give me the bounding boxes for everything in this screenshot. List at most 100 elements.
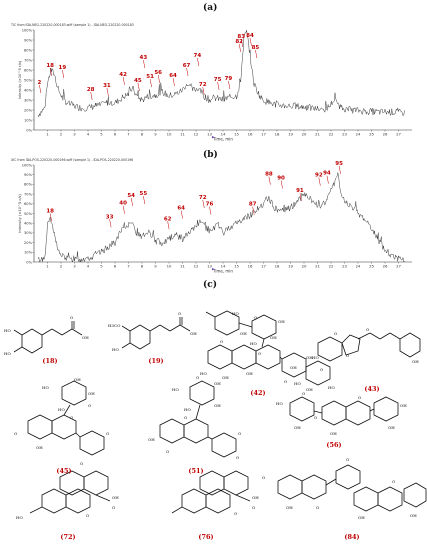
chart-a-peak-label: 72 (199, 82, 207, 88)
chart-a-x-tick-label: 19 (288, 132, 293, 137)
chart-b-peak-arrow (143, 195, 146, 205)
compound-19-structure (121, 317, 191, 350)
compound-label-45: (45) (56, 467, 71, 475)
chart-a-x-tick-label: 14 (221, 132, 226, 137)
chart-b-peak-label: 91 (296, 188, 304, 194)
atom-18-3: OH (82, 335, 89, 340)
chart-a-peak-arrow (217, 81, 220, 91)
chart-b-x-tick-label: 14 (221, 264, 226, 269)
atom-56-5: O (358, 395, 362, 400)
chart-b-x-tick-label: 27 (396, 264, 401, 269)
chart-a-peak-arrow (240, 38, 243, 48)
atom-42-10: HO (200, 371, 207, 376)
atom-42-1: OH (240, 331, 247, 336)
chart-a-x-tick-label: 6 (114, 132, 117, 137)
atom-51-0: HO (172, 387, 179, 392)
chart-a-time-marker (212, 136, 215, 139)
compound-72-structure (29, 470, 111, 514)
atom-84-0: O (262, 475, 266, 480)
compound-label-18: (18) (42, 357, 57, 365)
chart-a-peak-arrow (39, 84, 42, 94)
chart-a-x-tick-label: 7 (127, 132, 130, 137)
chart-a-x-tick-label: 12 (194, 132, 199, 137)
chart-a-x-tick-label: 17 (261, 132, 266, 137)
chart-b-y-tick-label: 50% (24, 212, 33, 216)
chart-b-peak-arrow (109, 219, 112, 228)
chart-a-x-tick-label: 9 (154, 132, 157, 137)
atom-42-4: HO (250, 341, 257, 346)
chart-b-peak-label: 88 (265, 172, 273, 178)
chart-a-peak-arrow (197, 57, 200, 67)
chart-a-peak-label: 45 (134, 78, 142, 84)
chart-b-y-tick-label: 60% (24, 202, 33, 206)
chart-b-peak-arrow (299, 193, 302, 202)
chart-b-x-tick-label: 8 (141, 264, 144, 269)
atom-45-0: HO (42, 385, 49, 390)
panel-letter-a: (a) (203, 3, 218, 13)
chart-a-peak-arrow (255, 49, 258, 59)
chart-a-x-tick-label: 13 (207, 132, 212, 137)
chart-a-peak-label: 84 (246, 33, 254, 39)
chart-a-peak-arrow (172, 77, 175, 87)
atom-72-1: O (86, 513, 90, 518)
chart-a-y-tick-label: 100% (22, 28, 33, 32)
atom-42-12: O (284, 379, 288, 384)
chart-a-peak-arrow (228, 80, 231, 90)
chart-b-peak-arrow (318, 177, 321, 186)
atom-51-4: O (196, 375, 200, 380)
chart-a-peak-arrow (249, 37, 252, 47)
compound-label-56: (56) (326, 441, 341, 449)
chart-a-peak-arrow (157, 74, 160, 84)
chart-a-y-axis-label: Intensity (×10^5 c/s) (18, 60, 22, 99)
atom-43-3: O (320, 367, 324, 372)
chart-a-peak-label: 18 (46, 63, 54, 69)
chart-a-y-tick-label: 50% (24, 78, 33, 82)
chart-a-x-tick-label: 26 (383, 132, 388, 137)
atom-43-4: O (346, 353, 350, 358)
chart-a-peak-label: 82 (235, 39, 243, 45)
atom-51-6: OH (148, 437, 155, 442)
atom-76-1: OH (252, 495, 259, 500)
chart-a-peak-label: 67 (183, 63, 191, 69)
chart-b: 0%10%20%30%40%50%60%70%80%90%100%1 2 3 4 5 6 7… (18, 161, 412, 274)
chart-b-peak-arrow (49, 213, 52, 222)
chart-a-x-tick-label: 11 (180, 132, 185, 137)
atom-43-7: OH (306, 387, 313, 392)
chart-a-x-tick-label: 1 (46, 132, 49, 137)
chart-a-y-tick-label: 10% (24, 118, 33, 122)
atom-18-1: HO (4, 328, 11, 333)
atom-43-5: OH (290, 365, 297, 370)
chart-a-y-tick-label: 90% (24, 38, 33, 42)
compound-label-42: (42) (250, 389, 265, 397)
compound-label-72: (72) (60, 533, 75, 541)
chart-a-peak-label: 79 (225, 76, 233, 82)
chart-a-x-tick-label: 20 (302, 132, 307, 137)
chart-a-peak-arrow (202, 86, 205, 96)
chart-a-y-tick-label: 30% (24, 98, 33, 102)
chart-a-peak-arrow (106, 87, 109, 97)
atom-45-7: OH (36, 445, 43, 450)
chart-a-trace (37, 30, 405, 118)
atom-45-3: O (88, 403, 92, 408)
chart-b-x-tick-label: 10 (167, 264, 172, 269)
chart-b-peak-label: 64 (177, 206, 185, 212)
chart-b-x-tick-label: 26 (383, 264, 388, 269)
chart-b-x-tick-label: 4 (87, 264, 90, 269)
atom-43-6: HO (294, 381, 301, 386)
atom-56-3: O (314, 415, 318, 420)
atom-43-1: O (366, 327, 370, 332)
chart-b-x-tick-label: 16 (248, 264, 253, 269)
chart-b-x-tick-label: 2 (60, 264, 63, 269)
chart-b-peak-label: 76 (206, 202, 214, 208)
compound-label-43: (43) (364, 385, 379, 393)
chart-b-peak-label: 54 (127, 193, 135, 199)
atom-84-6: OH (410, 513, 417, 518)
compound-51-structure (159, 380, 237, 458)
compound-45-structure (27, 380, 105, 456)
atom-72-3: O (112, 505, 116, 510)
chart-b-peak-label: 90 (277, 176, 285, 182)
chart-a-y-tick-label: 80% (24, 48, 33, 52)
chart-a-peak-arrow (122, 76, 125, 86)
compound-76-structure (171, 470, 251, 514)
